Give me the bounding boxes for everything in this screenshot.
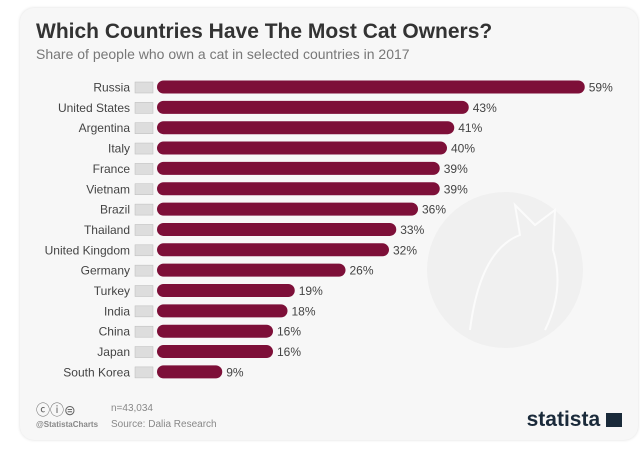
bar xyxy=(157,345,273,359)
flag-icon xyxy=(134,183,154,195)
chart-subtitle: Share of people who own a cat in selecte… xyxy=(36,46,410,62)
flag-icon xyxy=(134,366,154,379)
bar xyxy=(157,263,346,277)
category-label: United Kingdom xyxy=(45,243,130,257)
sample-size: n=43,034 xyxy=(111,403,153,414)
flag-icon xyxy=(134,346,154,358)
data-label: 18% xyxy=(292,304,316,318)
category-label: Vietnam xyxy=(86,182,130,196)
flag-icon xyxy=(134,285,154,297)
data-label: 33% xyxy=(400,223,424,237)
category-label: Brazil xyxy=(100,203,130,217)
data-label: 26% xyxy=(350,264,374,278)
category-label: France xyxy=(93,162,131,176)
bar xyxy=(157,80,585,94)
data-label: 32% xyxy=(393,243,417,257)
data-label: 9% xyxy=(226,365,244,379)
data-label: 16% xyxy=(277,345,301,359)
cat-silhouette-icon xyxy=(427,192,583,348)
handle: @StatistaCharts xyxy=(36,420,99,429)
category-label: Russia xyxy=(93,81,130,95)
data-label: 43% xyxy=(473,101,497,115)
data-label: 16% xyxy=(277,325,301,339)
bar xyxy=(157,365,223,379)
data-label: 40% xyxy=(451,142,475,156)
category-label: Germany xyxy=(81,264,130,278)
source: Source: Dalia Research xyxy=(111,419,217,430)
bar xyxy=(157,222,397,236)
cc-license-icon: ⓒⓘ⊜ xyxy=(36,402,76,418)
bar xyxy=(157,121,455,135)
flag-icon xyxy=(134,305,154,318)
statista-logo: statista xyxy=(527,408,622,432)
flag-icon xyxy=(134,142,154,155)
flag-icon xyxy=(134,244,154,257)
category-label: Turkey xyxy=(94,284,130,298)
flag-icon xyxy=(134,81,154,94)
data-label: 39% xyxy=(444,182,468,196)
category-label: China xyxy=(99,325,131,339)
bar xyxy=(157,202,418,216)
bar xyxy=(157,284,295,297)
flag-icon xyxy=(134,264,154,277)
data-label: 39% xyxy=(444,162,468,176)
flag-icon xyxy=(134,224,154,236)
category-label: United States xyxy=(58,101,130,115)
bar xyxy=(157,243,389,257)
flag-icon xyxy=(134,325,154,338)
bar xyxy=(157,161,440,175)
data-label: 59% xyxy=(589,81,613,95)
category-label: India xyxy=(104,304,130,318)
bar xyxy=(157,100,469,114)
category-label: Japan xyxy=(97,345,130,359)
bar xyxy=(157,304,288,318)
bar xyxy=(157,324,273,338)
data-label: 41% xyxy=(458,121,482,135)
category-label: Thailand xyxy=(84,223,130,237)
chart-title: Which Countries Have The Most Cat Owners… xyxy=(36,20,493,43)
data-label: 36% xyxy=(422,203,446,217)
flag-icon xyxy=(134,102,154,114)
data-label: 19% xyxy=(299,284,323,298)
flag-icon xyxy=(134,163,154,175)
category-label: Argentina xyxy=(79,121,131,135)
bar xyxy=(157,141,447,155)
flag-icon xyxy=(134,122,154,134)
category-label: Italy xyxy=(108,142,130,156)
category-label: South Korea xyxy=(63,365,130,379)
bar xyxy=(157,182,440,196)
flag-icon xyxy=(134,203,154,216)
